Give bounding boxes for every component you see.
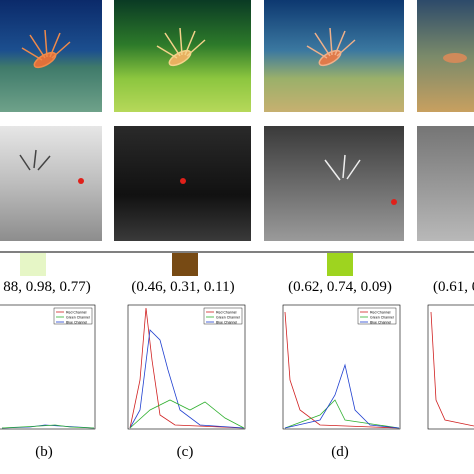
histogram: [282, 304, 401, 430]
legend-label: Blue Channel: [216, 321, 237, 325]
rgb-label: (0.46, 0.31, 0.11): [131, 279, 234, 295]
histogram: [127, 304, 246, 430]
legend-label: Blue Channel: [370, 321, 391, 325]
rgb-label: (0.62, 0.74, 0.09): [288, 279, 392, 295]
creature: [306, 27, 356, 67]
rgb-label: (0.61, 0.: [433, 279, 474, 295]
map-row: [0, 126, 474, 241]
marker: [78, 178, 84, 184]
histogram: [427, 304, 474, 430]
creature: [443, 53, 467, 63]
map: [0, 126, 102, 241]
legend-label: Green Channel: [216, 316, 240, 320]
color-swatch: [327, 253, 353, 276]
marker: [391, 199, 397, 205]
panel-label: (d): [331, 444, 349, 460]
creature: [324, 154, 361, 181]
legend-label: Blue Channel: [66, 321, 87, 325]
color-swatch: [172, 253, 198, 276]
photo-row: [0, 0, 474, 112]
legend-label: Red Channel: [370, 311, 391, 315]
color-swatch: [20, 253, 46, 276]
histograms: [0, 304, 474, 430]
creature: [19, 149, 51, 171]
panel-label: (c): [177, 444, 194, 460]
creature: [21, 29, 71, 69]
histogram: [0, 304, 96, 430]
panel-label: (b): [35, 444, 53, 460]
marker: [180, 178, 186, 184]
legend-label: Green Channel: [370, 316, 394, 320]
legend-label: Green Channel: [66, 316, 90, 320]
creature: [156, 27, 206, 67]
legend-label: Red Channel: [216, 311, 237, 315]
map: [417, 126, 474, 241]
map: [264, 126, 404, 241]
legend-label: Red Channel: [66, 311, 87, 315]
rgb-label: 88, 0.98, 0.77): [3, 279, 91, 295]
